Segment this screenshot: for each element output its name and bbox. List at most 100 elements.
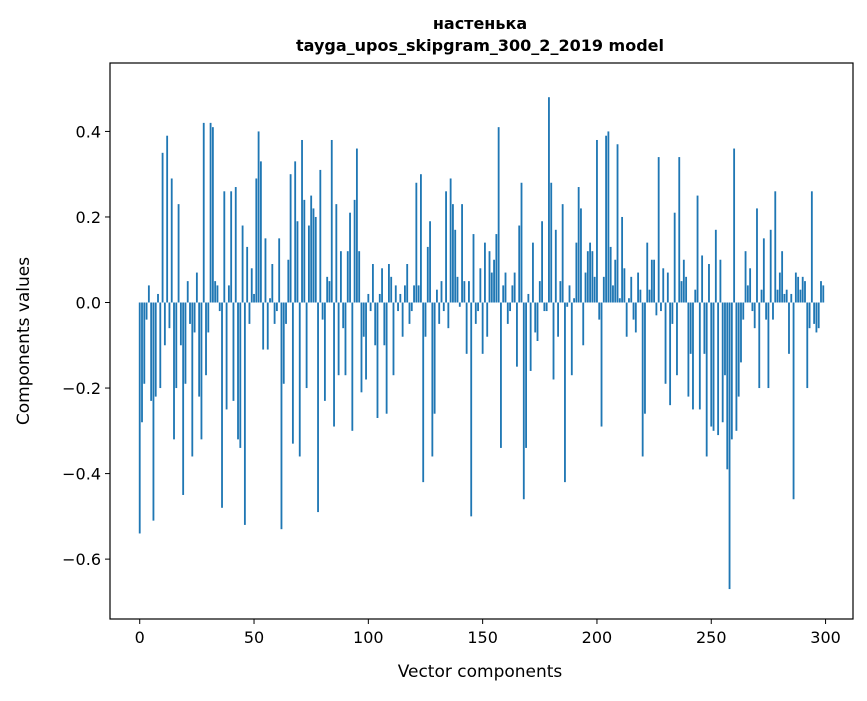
bar-119 — [410, 302, 413, 312]
bar-35 — [218, 302, 221, 312]
bar-131 — [438, 302, 441, 324]
x-tick-label: 50 — [244, 628, 264, 647]
bar-58 — [271, 264, 274, 303]
bar-84 — [330, 139, 333, 303]
bar-19 — [182, 302, 185, 495]
bar-221 — [644, 302, 646, 414]
plot-frame — [109, 62, 854, 620]
y-tick-label: 0.0 — [76, 294, 101, 313]
bar-261 — [735, 302, 738, 431]
bar-67 — [291, 302, 294, 444]
bar-167 — [520, 182, 523, 303]
bar-179 — [548, 97, 550, 303]
bar-188 — [568, 285, 571, 303]
bar-128 — [431, 302, 434, 457]
bar-90 — [344, 302, 347, 376]
bar-208 — [614, 259, 617, 303]
bar-269 — [753, 302, 756, 329]
bar-192 — [577, 187, 580, 303]
bar-211 — [621, 216, 624, 303]
bar-197 — [589, 242, 592, 303]
bar-277 — [772, 302, 774, 320]
bar-122 — [417, 285, 420, 303]
bar-151 — [484, 242, 486, 303]
bar-252 — [714, 229, 717, 303]
bar-136 — [449, 178, 452, 303]
bar-83 — [328, 281, 331, 303]
bar-284 — [788, 302, 790, 354]
bar-286 — [792, 302, 795, 500]
bar-165 — [516, 302, 518, 367]
bar-213 — [625, 302, 628, 337]
bar-0 — [138, 302, 141, 534]
bar-138 — [454, 229, 457, 303]
bar-149 — [479, 268, 482, 303]
bar-82 — [326, 276, 329, 303]
bar-172 — [532, 242, 534, 303]
bar-266 — [746, 285, 749, 303]
bar-52 — [257, 131, 260, 303]
bar-30 — [207, 302, 210, 333]
bar-89 — [342, 302, 345, 329]
bar-177 — [543, 302, 546, 312]
bar-267 — [749, 268, 752, 303]
bar-71 — [301, 139, 303, 303]
bar-175 — [538, 281, 541, 303]
bar-60 — [275, 302, 278, 312]
bar-74 — [307, 225, 310, 303]
y-axis-ticks: −0.6 −0.4 −0.2 0.0 0.2 0.4 — [62, 122, 110, 569]
bar-51 — [255, 178, 258, 303]
bar-75 — [310, 195, 313, 303]
bar-162 — [509, 302, 511, 312]
bar-262 — [737, 302, 740, 397]
bar-28 — [202, 122, 205, 303]
x-tick-label: 250 — [696, 628, 727, 647]
bar-189 — [570, 302, 573, 376]
bar-187 — [566, 302, 569, 307]
bar-191 — [575, 242, 578, 303]
bar-23 — [191, 302, 194, 457]
bar-184 — [559, 281, 562, 303]
bar-5 — [150, 302, 153, 401]
bar-178 — [545, 302, 548, 312]
bar-33 — [214, 281, 217, 303]
bar-112 — [394, 285, 397, 303]
bar-275 — [767, 302, 770, 389]
y-tick-label: −0.6 — [62, 550, 101, 569]
bar-106 — [381, 268, 383, 303]
bar-166 — [518, 225, 521, 303]
bar-250 — [710, 302, 713, 427]
y-tick-label: −0.4 — [62, 465, 101, 484]
bar-110 — [390, 276, 393, 303]
bar-11 — [163, 302, 166, 346]
bar-142 — [463, 281, 466, 303]
bar-158 — [500, 302, 502, 448]
x-axis-ticks: 0 50 100 150 200 250 300 — [135, 619, 841, 647]
bar-42 — [234, 187, 237, 303]
bar-161 — [506, 302, 509, 324]
bar-182 — [554, 229, 557, 303]
bar-204 — [605, 135, 608, 303]
bar-280 — [778, 272, 781, 303]
bar-68 — [294, 161, 297, 303]
bar-251 — [712, 302, 715, 431]
bar-171 — [529, 302, 532, 371]
bar-77 — [314, 216, 317, 303]
bar-253 — [717, 302, 720, 436]
bar-183 — [557, 302, 560, 337]
bar-297 — [817, 302, 820, 329]
bar-254 — [719, 259, 722, 303]
bar-124 — [422, 302, 425, 483]
bar-247 — [703, 302, 706, 354]
bar-29 — [205, 302, 207, 376]
bar-168 — [522, 302, 525, 500]
bar-200 — [596, 139, 598, 303]
bar-265 — [744, 251, 747, 303]
y-tick-label: 0.4 — [76, 122, 101, 141]
bar-195 — [584, 272, 587, 303]
bar-152 — [486, 302, 489, 337]
bar-209 — [616, 144, 619, 303]
bar-214 — [628, 298, 630, 303]
bar-206 — [609, 246, 612, 303]
bar-245 — [698, 302, 701, 410]
